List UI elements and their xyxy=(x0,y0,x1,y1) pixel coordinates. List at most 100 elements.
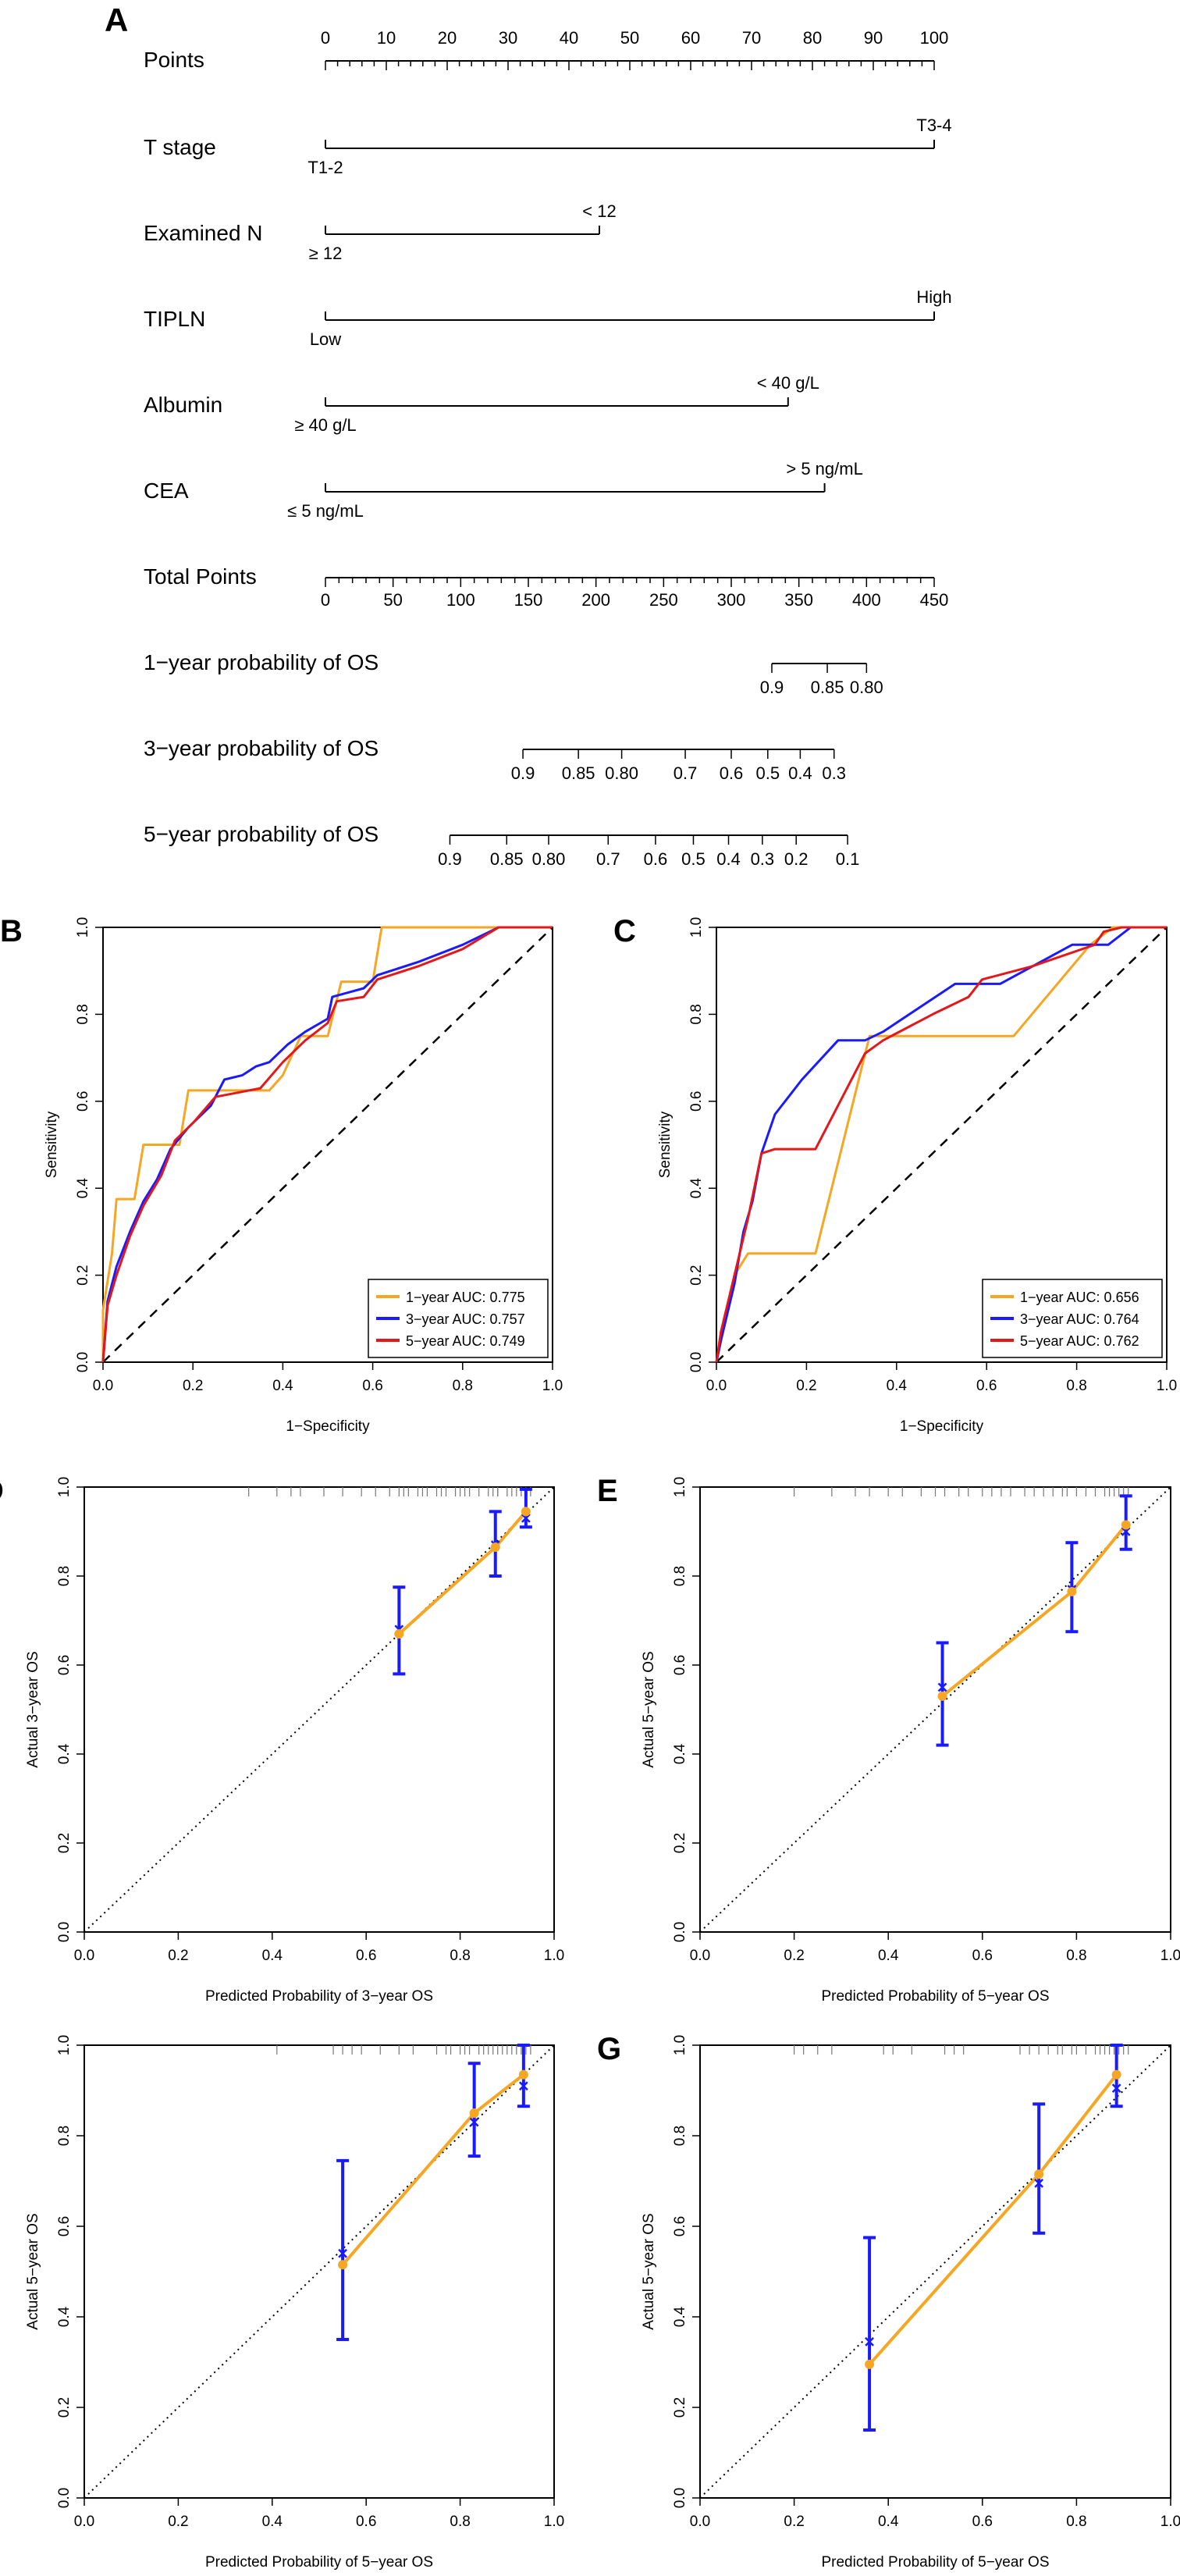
legend-entry: 5−year AUC: 0.762 xyxy=(1020,1333,1139,1349)
x-axis-label: 1−Specificity xyxy=(286,1418,370,1435)
y-tick-label: 0.0 xyxy=(672,1922,688,1942)
bias-corrected-marker xyxy=(1111,2083,1121,2093)
points-tick-label: 80 xyxy=(803,28,822,48)
x-tick-label: 1.0 xyxy=(544,1948,564,1964)
albumin-label: Albumin xyxy=(144,393,222,417)
panel-letter-e: E xyxy=(597,1474,618,1508)
y-axis-label: Actual 5−year OS xyxy=(641,2213,657,2329)
x-tick-label: 0.0 xyxy=(690,2514,710,2530)
os-3yr-tick-label: 0.7 xyxy=(674,763,698,783)
calibration-point xyxy=(1111,2069,1121,2080)
x-axis-label: Predicted Probability of 5−year OS xyxy=(821,2554,1049,2571)
y-tick-label: 1.0 xyxy=(75,917,91,938)
x-tick-label: 0.8 xyxy=(1066,2514,1086,2530)
y-tick-label: 0.2 xyxy=(672,2397,688,2418)
x-tick-label: 1.0 xyxy=(1160,2514,1180,2530)
points-label: Points xyxy=(144,48,204,72)
x-tick-label: 0.4 xyxy=(262,2514,283,2530)
os-3yr-tick-label: 0.6 xyxy=(720,763,744,783)
nomogram-row-total-points: Total Points 0 50 100 150 200 250 300 350 400 450 xyxy=(144,564,948,610)
total-points-tick-label: 400 xyxy=(852,590,881,610)
os-5yr-tick-label: 0.4 xyxy=(716,849,741,869)
y-tick-label: 0.2 xyxy=(56,2397,73,2418)
calibration-point xyxy=(1034,2169,1044,2179)
cea-label: CEA xyxy=(144,479,189,503)
x-tick-label: 0.8 xyxy=(453,1378,473,1394)
points-tick-label: 30 xyxy=(499,28,517,48)
x-tick-label: 0.2 xyxy=(168,2514,188,2530)
reference-diagonal xyxy=(102,927,553,1363)
x-tick-label: 0.4 xyxy=(878,2514,899,2530)
x-axis-label: Predicted Probability of 5−year OS xyxy=(821,1988,1049,2005)
panel-f: 0.0 0.2 0.4 0.6 0.8 1.0 0.0 0.2 0.4 0.6 0.8 1.0 Pred… xyxy=(0,2032,564,2571)
points-tick-label: 90 xyxy=(864,28,883,48)
panel-d: 0.0 0.2 0.4 0.6 0.8 1.0 0.0 0.2 0.4 0.6 0.8 1.0 Pred… xyxy=(0,1474,564,2005)
legend-entry: 3−year AUC: 0.757 xyxy=(406,1311,525,1327)
calibration-line xyxy=(397,1510,528,1635)
x-tick-label: 0.0 xyxy=(74,2514,94,2530)
x-tick-label: 0.8 xyxy=(450,1948,470,1964)
panel-letter-c: C xyxy=(613,914,636,948)
nomogram-row-t-stage: T stage T1-2 T3-4 xyxy=(144,116,952,177)
examined-n-high-label: < 12 xyxy=(582,201,616,221)
os-1yr-tick-label: 0.80 xyxy=(850,678,883,697)
bias-corrected-marker xyxy=(469,2117,479,2127)
x-tick-label: 0.6 xyxy=(362,1378,382,1394)
y-tick-label: 0.4 xyxy=(75,1178,91,1199)
y-tick-label: 1.0 xyxy=(688,917,705,938)
examined-n-low-label: ≥ 12 xyxy=(309,244,343,263)
x-tick-label: 0.6 xyxy=(976,1378,997,1394)
os-5yr-tick-label: 0.9 xyxy=(438,849,462,869)
y-tick-label: 0.6 xyxy=(688,1091,705,1112)
points-tick-label: 0 xyxy=(321,28,330,48)
points-tick-label: 70 xyxy=(742,28,761,48)
panel-b: 0.0 0.2 0.4 0.6 0.8 1.0 0.0 0.2 0.4 0.6 0.8 1.0 1−Sp… xyxy=(0,914,563,1435)
nomogram-row-os-5yr: 5−year probability of OS 0.9 0.85 0.80 0.7 0.… xyxy=(144,822,859,869)
x-tick-label: 0.6 xyxy=(356,1948,376,1964)
bias-corrected-marker xyxy=(518,2081,528,2091)
y-tick-label: 0.0 xyxy=(56,1922,73,1942)
y-tick-label: 0.0 xyxy=(688,1352,705,1372)
os-5yr-tick-label: 0.3 xyxy=(751,849,775,869)
x-tick-label: 0.8 xyxy=(1066,1948,1086,1964)
x-tick-label: 0.4 xyxy=(887,1378,908,1394)
albumin-high-label: < 40 g/L xyxy=(757,373,819,393)
points-tick-label: 100 xyxy=(920,28,949,48)
y-tick-label: 1.0 xyxy=(56,2035,73,2055)
panel-a: A Points 0 10 20 30 40 50 60 70 80 90 100 T stage T1-2… xyxy=(105,2,952,869)
x-axis-label: Predicted Probability of 3−year OS xyxy=(205,1988,433,2005)
y-tick-label: 0.0 xyxy=(56,2488,73,2508)
ideal-diagonal xyxy=(84,2044,555,2499)
calibration-point xyxy=(469,2108,479,2118)
y-tick-label: 0.4 xyxy=(56,1743,73,1764)
y-axis-label: Sensitivity xyxy=(44,1111,60,1178)
y-tick-label: 0.2 xyxy=(75,1265,91,1285)
os-5yr-tick-label: 0.7 xyxy=(596,849,620,869)
y-tick-label: 0.8 xyxy=(672,2126,688,2146)
plot-frame xyxy=(102,927,553,1363)
total-points-tick-label: 150 xyxy=(514,590,543,610)
y-axis-label: Actual 5−year OS xyxy=(641,1651,657,1767)
y-tick-label: 0.8 xyxy=(672,1566,688,1586)
y-tick-label: 0.6 xyxy=(56,2216,73,2236)
calibration-point xyxy=(1121,1520,1131,1530)
points-tick-label: 40 xyxy=(560,28,578,48)
os-5yr-tick-label: 0.6 xyxy=(644,849,668,869)
plot-frame xyxy=(84,2044,555,2499)
y-axis-label: Sensitivity xyxy=(657,1111,674,1178)
y-tick-label: 0.6 xyxy=(672,2216,688,2236)
ideal-diagonal xyxy=(84,1486,555,1933)
os-1yr-label: 1−year probability of OS xyxy=(144,650,379,674)
bias-corrected-marker xyxy=(521,1514,531,1523)
bias-corrected-marker xyxy=(865,2337,874,2347)
y-tick-label: 0.8 xyxy=(56,1566,73,1586)
os-3yr-tick-label: 0.3 xyxy=(822,763,846,783)
panel-letter-g: G xyxy=(597,2032,621,2066)
y-tick-label: 0.4 xyxy=(672,1743,688,1764)
x-tick-label: 1.0 xyxy=(544,2514,564,2530)
t-stage-low-label: T1-2 xyxy=(307,158,343,177)
x-tick-label: 0.6 xyxy=(972,2514,993,2530)
panel-letter-b: B xyxy=(0,914,23,948)
os-3yr-tick-label: 0.85 xyxy=(562,763,595,783)
